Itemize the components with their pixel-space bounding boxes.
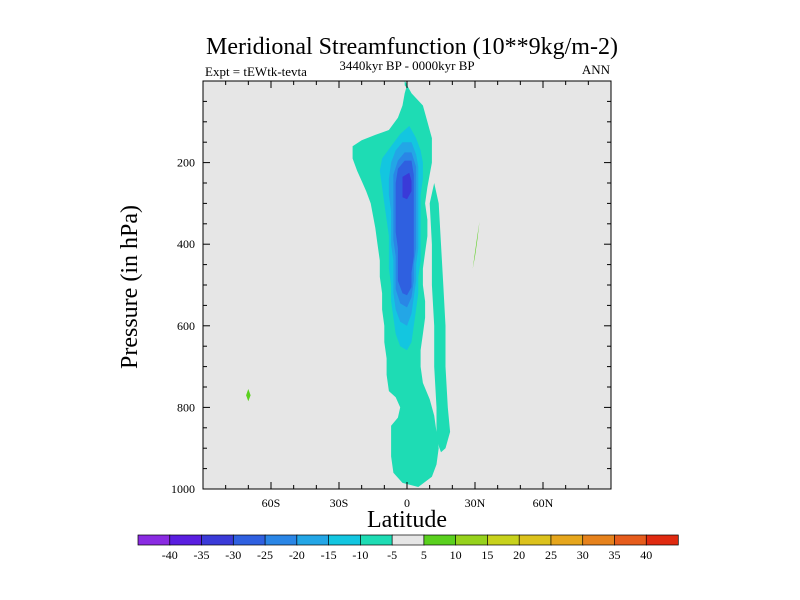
contour-level-5-7	[246, 389, 251, 402]
colorbar-swatch	[518, 534, 552, 546]
colorbar-label: 15	[481, 548, 493, 562]
colorbar-swatch	[201, 534, 234, 546]
colorbar-swatch	[169, 534, 203, 546]
contour-fills	[246, 81, 480, 487]
colorbar: -40 -35 -30 -25 -20 -15 -10 -5 5 10 15 20 25 30 35 40	[137, 534, 679, 562]
contour-level-neg5-8	[429, 183, 451, 453]
y-tick-label: 400	[177, 237, 195, 251]
x-axis-ticks: 60S 30S 0 30N 60N	[202, 81, 612, 510]
colorbar-label: -10	[352, 548, 368, 562]
colorbar-label: 20	[513, 548, 525, 562]
colorbar-swatch	[614, 534, 647, 546]
colorbar-label: -15	[321, 548, 337, 562]
colorbar-swatch	[360, 534, 393, 546]
contour-level-neg5-9	[404, 81, 407, 89]
colorbar-label: 25	[545, 548, 557, 562]
y-tick-label: 600	[177, 319, 195, 333]
colorbar-label: 40	[640, 548, 652, 562]
x-tick-label: 60N	[533, 496, 554, 510]
colorbar-label: 5	[421, 548, 427, 562]
season-label: ANN	[582, 62, 611, 77]
colorbar-label: 10	[450, 548, 462, 562]
colorbar-swatch	[391, 534, 425, 546]
x-tick-label: 60S	[262, 496, 281, 510]
x-axis-label: Latitude	[367, 507, 447, 533]
y-tick-label: 200	[177, 156, 195, 170]
x-tick-label: 30S	[330, 496, 349, 510]
colorbar-swatch	[423, 534, 457, 546]
colorbar-swatch	[232, 534, 266, 546]
colorbar-swatch	[137, 534, 171, 546]
colorbar-label: 35	[608, 548, 620, 562]
colorbar-swatch	[296, 534, 330, 546]
colorbar-label: -40	[162, 548, 178, 562]
colorbar-label: -20	[289, 548, 305, 562]
x-tick-label: 30N	[465, 496, 486, 510]
y-axis-label: Pressure (in hPa)	[117, 205, 143, 369]
y-tick-label: 1000	[171, 482, 195, 496]
chart-title: Meridional Streamfunction (10**9kg/m-2)	[206, 34, 618, 60]
x-tick-label: 0	[404, 496, 410, 510]
colorbar-label: -35	[194, 548, 210, 562]
colorbar-label: -5	[387, 548, 397, 562]
contour-level-5-6	[472, 221, 480, 269]
colorbar-label: -30	[225, 548, 241, 562]
colorbar-swatch	[582, 534, 616, 546]
colorbar-label: -25	[257, 548, 273, 562]
colorbar-swatch	[550, 534, 584, 546]
y-axis-ticks: 200 400 600 800 1000	[171, 80, 611, 496]
colorbar-label: 30	[577, 548, 589, 562]
period-label: 3440kyr BP - 0000kyr BP	[339, 58, 474, 73]
colorbar-swatch	[328, 534, 361, 546]
colorbar-swatch	[455, 534, 489, 546]
colorbar-swatch	[645, 534, 679, 546]
y-tick-label: 800	[177, 400, 195, 414]
experiment-label: Expt = tEWtk-tevta	[205, 64, 307, 79]
colorbar-swatch	[487, 534, 520, 546]
contour-level-neg30-5	[402, 172, 412, 200]
colorbar-swatch	[264, 534, 298, 546]
